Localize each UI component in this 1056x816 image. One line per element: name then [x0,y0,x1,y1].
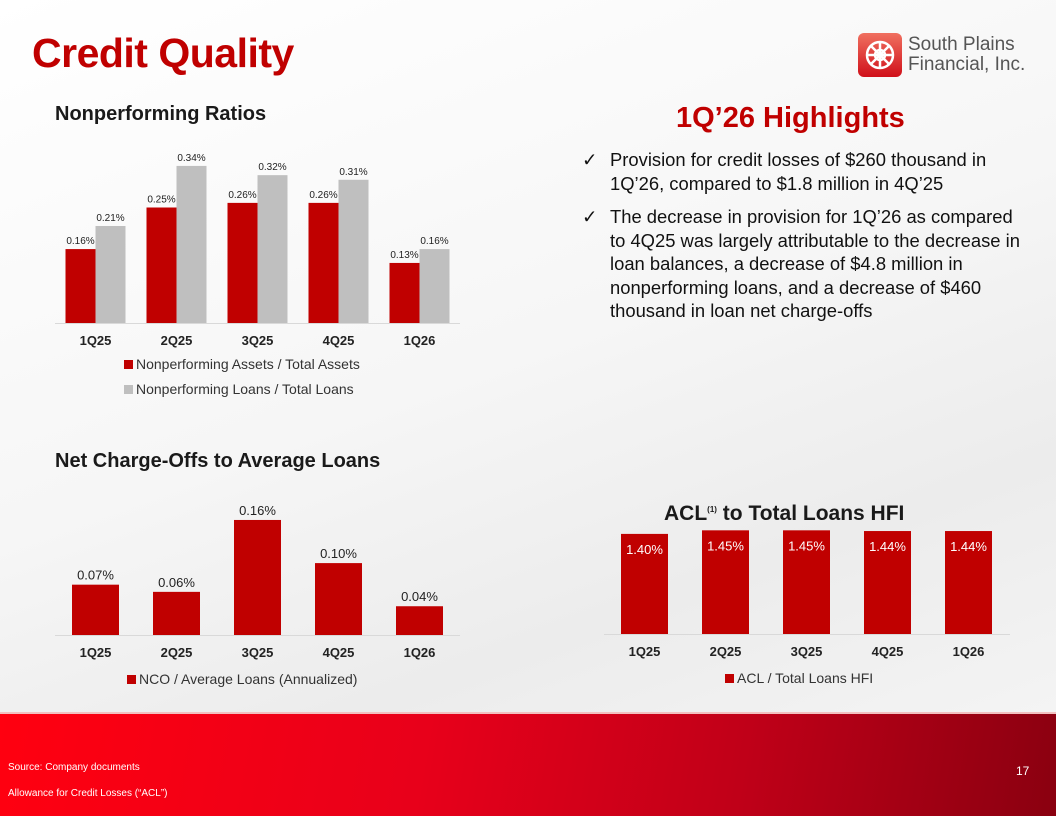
data-label: 0.04% [401,589,438,604]
chart3-title-rest: to Total Loans HFI [716,502,905,525]
x-tick-label: 3Q25 [242,333,274,348]
page-title: Credit Quality [32,30,294,76]
highlight-item: ✓ The decrease in provision for 1Q’26 as … [580,205,1030,323]
x-tick-label: 1Q25 [80,333,112,348]
legend-swatch [127,675,136,684]
data-label: 1.45% [707,538,744,553]
bar [65,249,96,323]
bar [72,584,119,635]
data-label: 1.44% [869,539,906,554]
chart2-title: Net Charge-Offs to Average Loans [55,450,381,472]
x-tick-label: 4Q25 [323,645,355,660]
x-tick-label: 3Q25 [242,645,274,660]
highlight-text: Provision for credit losses of $260 thou… [610,149,987,194]
x-tick-label: 1Q26 [404,333,436,348]
highlight-item: ✓ Provision for credit losses of $260 tho… [580,148,1030,195]
data-label: 0.26% [309,190,337,201]
data-label: 0.34% [177,153,205,164]
chart1-title: Nonperforming Ratios [55,103,267,125]
x-tick-label: 4Q25 [323,333,355,348]
logo-line1: South Plains [908,34,1015,55]
x-tick-label: 4Q25 [872,644,904,659]
charts-canvas: 1Q25 0.16% 0.21% 2Q25 0.25% 0.34% 3Q25 0.26% 0.3… [55,153,1010,687]
bar [702,530,749,634]
bar [95,225,126,323]
legend-label: Nonperforming Loans / Total Loans [136,381,354,397]
data-label: 0.16% [420,236,448,247]
source-note: Source: Company documents [8,762,140,773]
legend-label: NCO / Average Loans (Annualized) [139,671,357,687]
bar [419,249,450,323]
highlights-list: ✓ Provision for credit losses of $260 tho… [580,148,1030,333]
bar [396,606,443,635]
bar [389,262,420,323]
bar [146,207,177,323]
legend-label: Nonperforming Assets / Total Assets [136,356,360,372]
chart3-title-main: ACL [664,502,708,525]
data-label: 0.13% [390,250,418,261]
bar [945,531,992,634]
data-label: 0.07% [77,568,114,583]
page-number: 17 [1016,764,1030,778]
data-label: 0.16% [239,503,276,518]
highlight-text: The decrease in provision for 1Q’26 as c… [610,206,1020,321]
bar [864,531,911,634]
x-tick-label: 1Q25 [80,645,112,660]
legend-swatch [725,674,734,683]
x-tick-label: 1Q26 [404,645,436,660]
chart3-title: ACL(1) to Total Loans HFI [664,502,904,526]
bar [257,175,288,323]
data-label: 0.26% [228,190,256,201]
data-label: 0.25% [147,195,175,206]
checkmark-icon: ✓ [582,149,598,170]
logo-wheel-icon [858,33,902,77]
data-label: 0.21% [96,213,124,224]
x-tick-label: 2Q25 [161,333,193,348]
bar [227,202,258,323]
bar [153,591,200,635]
company-logo: South Plains Financial, Inc. [858,33,1038,79]
x-tick-label: 3Q25 [791,644,823,659]
checkmark-icon: ✓ [582,206,598,227]
legend-swatch [124,360,133,369]
data-label: 0.32% [258,162,286,173]
legend-swatch [124,385,133,394]
x-tick-label: 1Q25 [629,644,661,659]
data-label: 0.31% [339,167,367,178]
bar [308,202,339,323]
bar [176,165,207,323]
bar [783,530,830,634]
bar [315,563,362,635]
x-tick-label: 1Q26 [953,644,985,659]
legend-label: ACL / Total Loans HFI [737,670,873,686]
highlights-title: 1Q’26 Highlights [676,102,905,134]
data-label: 1.45% [788,538,825,553]
data-label: 0.10% [320,546,357,561]
chart3-title-footnote: (1) [707,505,717,514]
data-label: 0.16% [66,236,94,247]
data-label: 1.40% [626,542,663,557]
x-tick-label: 2Q25 [161,645,193,660]
data-label: 1.44% [950,539,987,554]
logo-line2: Financial, Inc. [908,54,1026,75]
x-tick-label: 2Q25 [710,644,742,659]
footer: Source: Company documents Allowance for … [0,714,1056,816]
data-label: 0.06% [158,575,195,590]
acl-footnote: Allowance for Credit Losses (“ACL”) [8,788,168,799]
footer-divider [0,712,1056,714]
bar [234,519,281,635]
bar [338,179,369,323]
bar [621,533,668,634]
